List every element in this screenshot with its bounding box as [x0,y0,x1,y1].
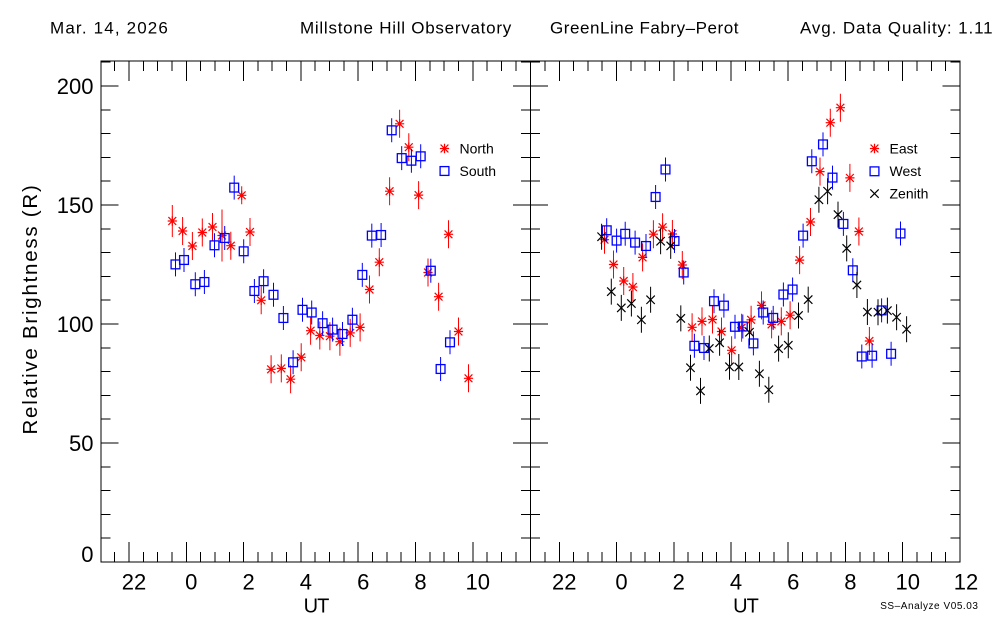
svg-text:South: South [460,163,497,179]
svg-text:East: East [890,141,918,157]
svg-text:0: 0 [185,570,197,595]
svg-text:UT: UT [304,596,329,618]
svg-text:North: North [460,141,494,157]
svg-text:West: West [890,163,922,179]
svg-text:Relative Brightness (R): Relative Brightness (R) [19,183,42,434]
svg-text:2: 2 [673,570,685,595]
svg-text:22: 22 [552,570,576,595]
svg-text:150: 150 [57,193,94,218]
svg-text:200: 200 [57,74,94,99]
svg-text:10: 10 [466,570,490,595]
svg-text:0: 0 [81,542,93,567]
svg-text:Mar. 14, 2026: Mar. 14, 2026 [50,19,169,38]
svg-text:GreenLine Fabry–Perot: GreenLine Fabry–Perot [550,19,739,38]
svg-text:50: 50 [69,431,93,456]
svg-text:6: 6 [357,570,369,595]
svg-text:Zenith: Zenith [890,186,929,202]
svg-text:100: 100 [57,312,94,337]
svg-text:22: 22 [122,570,146,595]
svg-text:SS–Analyze V05.03: SS–Analyze V05.03 [880,601,978,612]
svg-text:UT: UT [733,596,758,618]
svg-text:4: 4 [730,570,742,595]
svg-text:Millstone Hill Observatory: Millstone Hill Observatory [300,19,512,38]
svg-text:2: 2 [242,570,254,595]
svg-text:8: 8 [844,570,856,595]
svg-text:Avg. Data Quality: 1.11: Avg. Data Quality: 1.11 [800,19,994,38]
svg-text:0: 0 [615,570,627,595]
svg-text:4: 4 [300,570,312,595]
svg-text:6: 6 [787,570,799,595]
svg-text:8: 8 [414,570,426,595]
svg-text:12: 12 [954,570,978,595]
svg-text:10: 10 [895,570,919,595]
